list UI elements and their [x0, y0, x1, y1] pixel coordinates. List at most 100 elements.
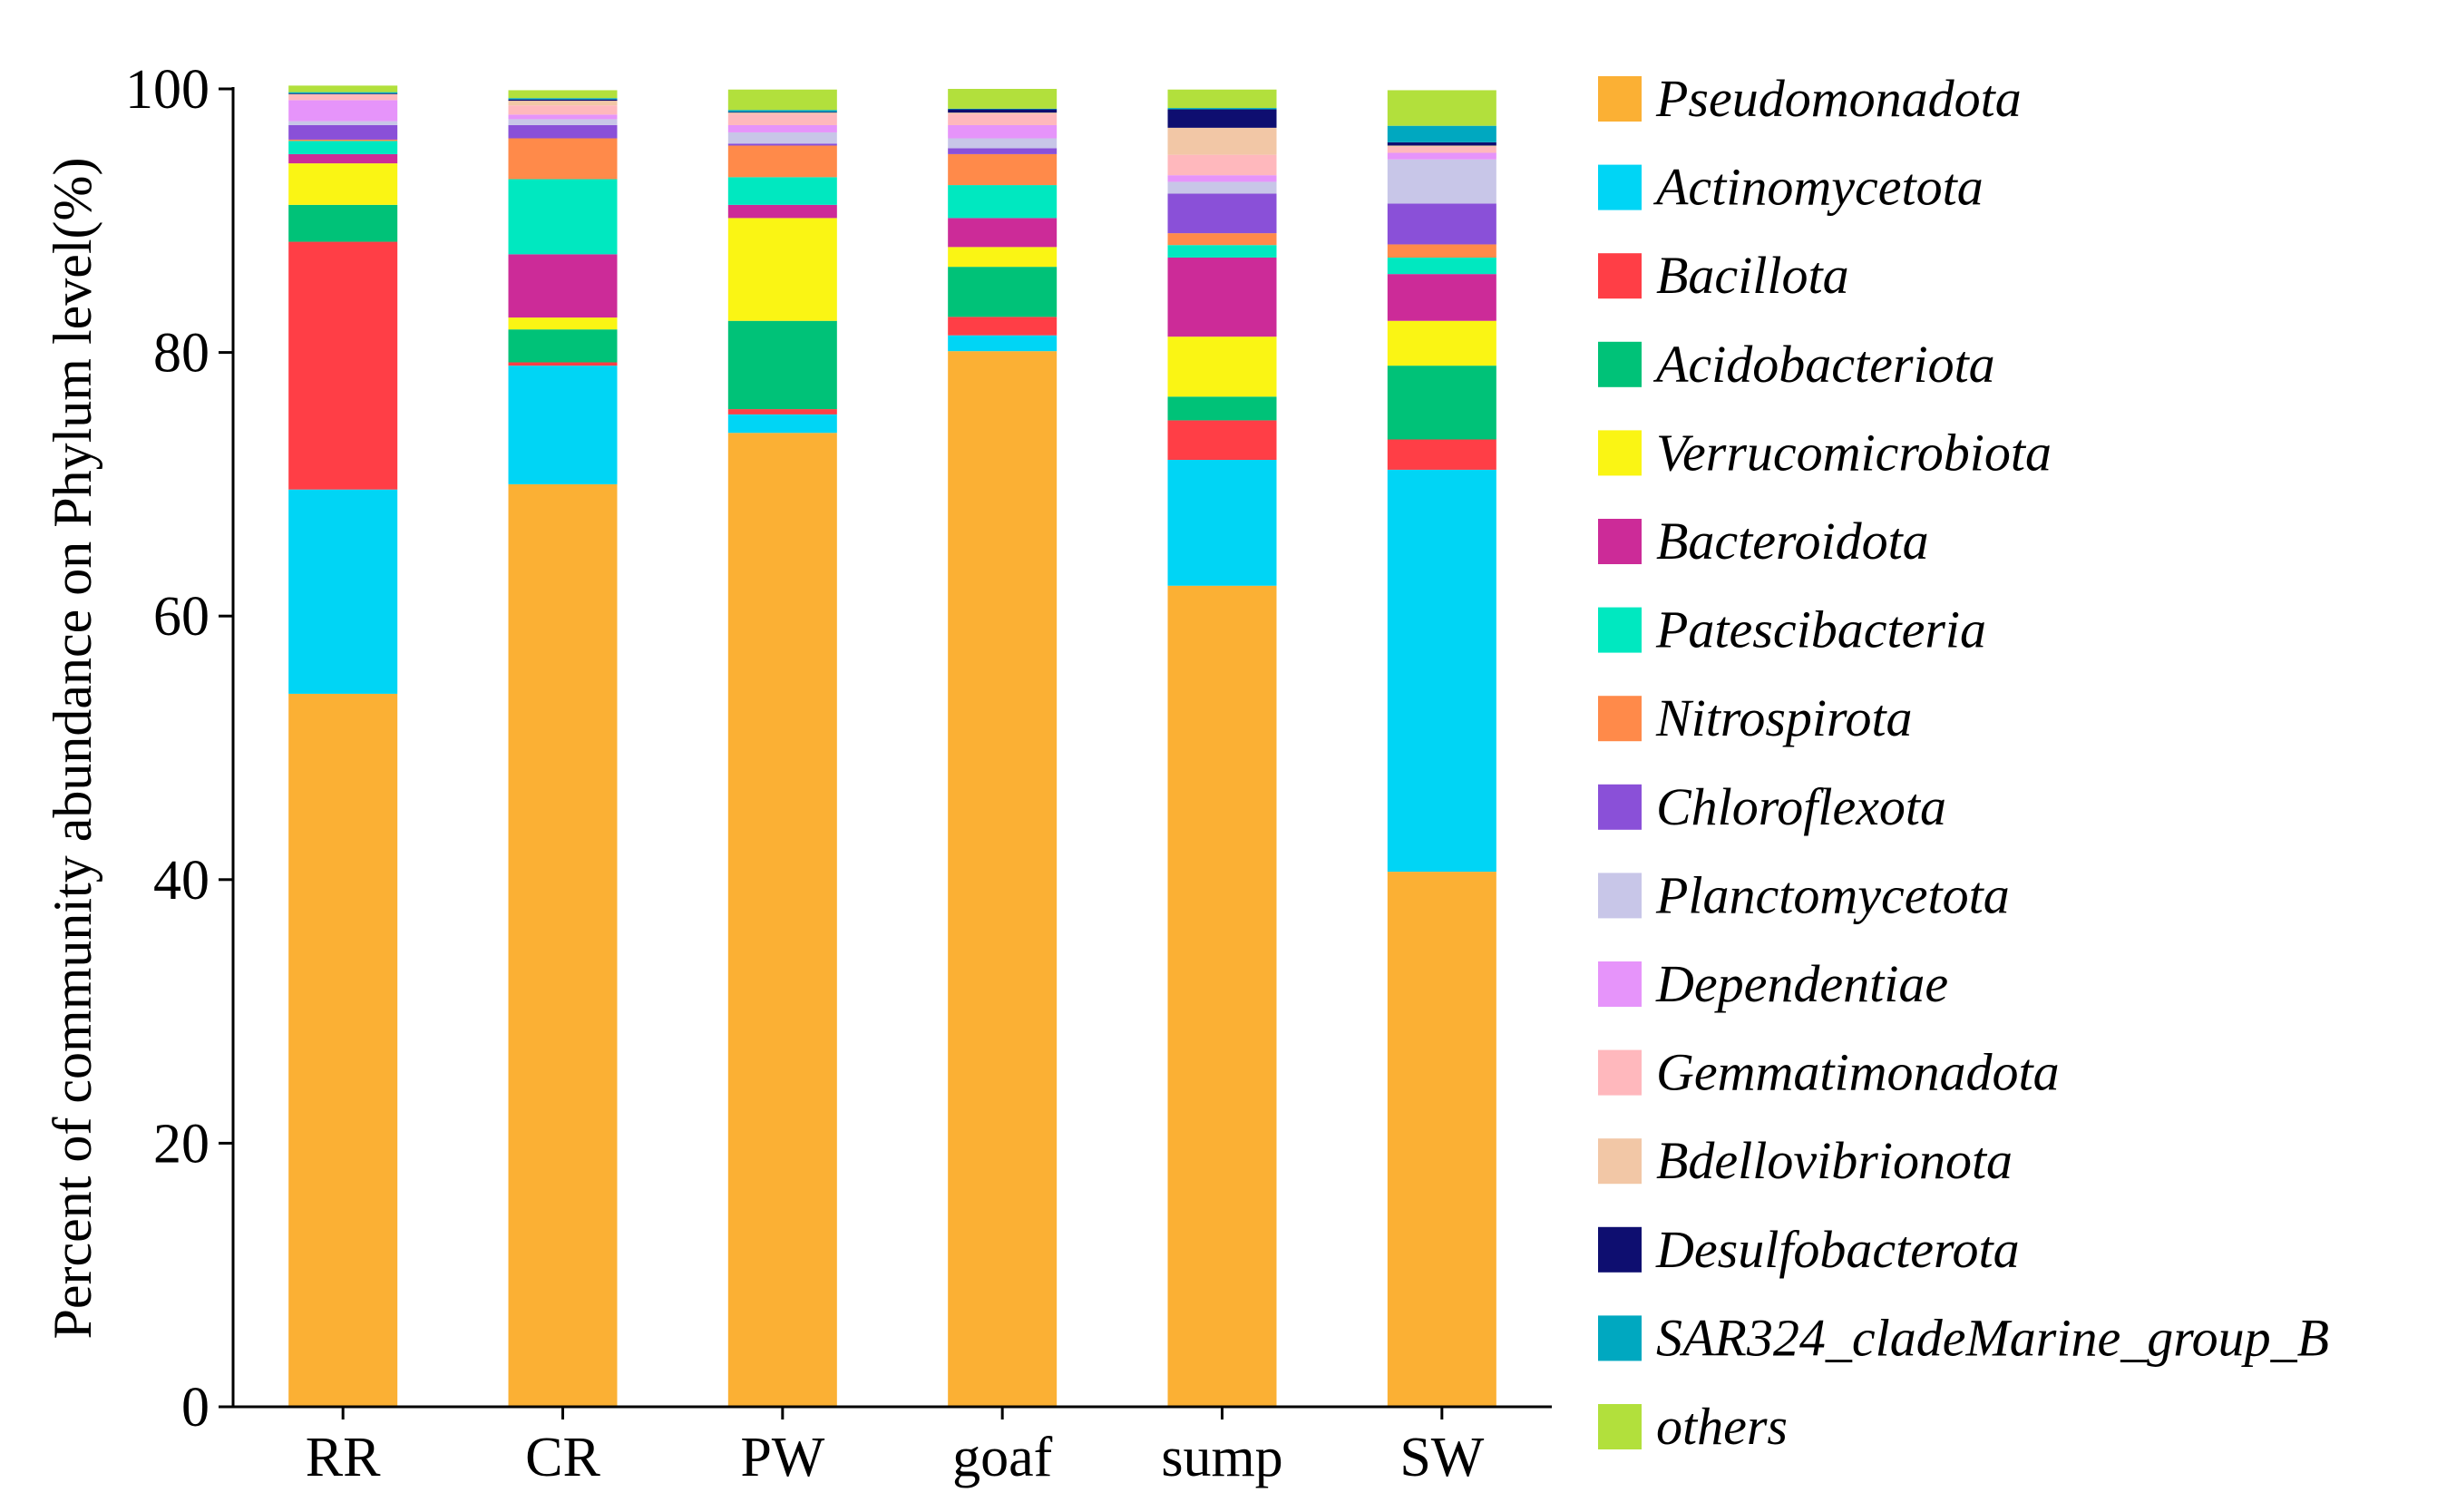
- bar-segment-RR-Pseudomonadota: [288, 693, 398, 1407]
- bar-segment-CR-Planctomycetota: [508, 119, 618, 125]
- bar-segment-sump-Patescibacteria: [1167, 245, 1277, 258]
- legend-swatch: [1598, 784, 1642, 830]
- legend-item-Bacteroidota: Bacteroidota: [1598, 512, 1929, 571]
- bar-CR: [508, 90, 618, 1407]
- legend-swatch: [1598, 1049, 1642, 1096]
- bar-segment-goaf-Nitrospirota: [948, 153, 1058, 186]
- bar-segment-CR-Bdellovibrionota: [508, 101, 618, 106]
- legend-swatch: [1598, 696, 1642, 742]
- bar-segment-SW-Bacillota: [1387, 439, 1496, 470]
- bar-segment-CR-Gemmatimonadota: [508, 105, 618, 115]
- legend-item-SAR324_cladeMarine_group_B: SAR324_cladeMarine_group_B: [1598, 1308, 2329, 1367]
- legend-label: Planctomycetota: [1655, 865, 2010, 924]
- bar-segment-SW-Chloroflexota: [1387, 203, 1496, 245]
- bar-segment-goaf-Desulfobacterota: [948, 109, 1058, 113]
- bar-segment-SW-Bacteroidota: [1387, 274, 1496, 321]
- y-tick-label: 80: [153, 323, 210, 385]
- bar-segment-goaf-Planctomycetota: [948, 138, 1058, 149]
- bar-segment-SW-Patescibacteria: [1387, 257, 1496, 275]
- legend-label: Bacillota: [1656, 246, 1849, 305]
- bar-segment-goaf-SAR324_cladeMarine_group_B: [948, 108, 1058, 110]
- bar-segment-SW-Actinomycetota: [1387, 469, 1496, 873]
- bar-segment-sump-Chloroflexota: [1167, 193, 1277, 234]
- bar-segment-RR-Dependentiae: [288, 100, 398, 122]
- bar-segment-sump-Actinomycetota: [1167, 460, 1277, 586]
- legend-item-Nitrospirota: Nitrospirota: [1598, 688, 1913, 747]
- bar-segment-sump-Dependentiae: [1167, 175, 1277, 182]
- bar-segment-goaf-Gemmatimonadota: [948, 113, 1058, 125]
- bar-segment-CR-Dependentiae: [508, 114, 618, 120]
- bar-segment-PW-Verrucomicrobiota: [727, 218, 837, 321]
- bar-segment-goaf-Bacillota: [948, 317, 1058, 336]
- bar-segment-CR-Patescibacteria: [508, 179, 618, 255]
- bar-segment-SW-SAR324_cladeMarine_group_B: [1387, 125, 1496, 142]
- legend-item-Desulfobacterota: Desulfobacterota: [1598, 1220, 2020, 1279]
- bar-segment-CR-Bacillota: [508, 362, 618, 366]
- legend-item-Patescibacteria: Patescibacteria: [1598, 600, 1986, 659]
- legend-item-Pseudomonadota: Pseudomonadota: [1598, 69, 2022, 128]
- bar-segment-sump-Pseudomonadota: [1167, 585, 1277, 1407]
- bar-segment-sump-Verrucomicrobiota: [1167, 337, 1277, 397]
- legend-label: Chloroflexota: [1656, 777, 1946, 836]
- legend-swatch: [1598, 164, 1642, 210]
- bar-segment-SW-others: [1387, 90, 1496, 126]
- bar-segment-SW-Planctomycetota: [1387, 159, 1496, 204]
- bar-segment-RR-Actinomycetota: [288, 489, 398, 694]
- legend-item-Chloroflexota: Chloroflexota: [1598, 777, 1946, 836]
- bar-segment-goaf-Acidobacteriota: [948, 267, 1058, 317]
- bar-segment-SW-Dependentiae: [1387, 152, 1496, 160]
- bar-segment-CR-Chloroflexota: [508, 124, 618, 139]
- bar-segment-sump-SAR324_cladeMarine_group_B: [1167, 108, 1277, 110]
- bar-segment-SW-Pseudomonadota: [1387, 872, 1496, 1407]
- bar-segment-sump-others: [1167, 89, 1277, 109]
- bar-segment-RR-Bacillota: [288, 241, 398, 490]
- bar-segment-PW-Bdellovibrionota: [727, 112, 837, 114]
- legend-swatch: [1598, 1404, 1642, 1449]
- bar-segment-PW-Pseudomonadota: [727, 433, 837, 1407]
- bar-PW: [727, 89, 837, 1407]
- legend-swatch: [1598, 873, 1642, 919]
- y-tick-label: 60: [153, 586, 210, 648]
- x-tick-label: goaf: [952, 1427, 1053, 1488]
- bar-segment-PW-Planctomycetota: [727, 132, 837, 144]
- legend-label: Desulfobacterota: [1655, 1220, 2020, 1279]
- bar-segment-sump-Bdellovibrionota: [1167, 127, 1277, 155]
- bar-segment-goaf-Bdellovibrionota: [948, 112, 1058, 114]
- legend-label: Verrucomicrobiota: [1656, 423, 2052, 482]
- bar-segment-CR-SAR324_cladeMarine_group_B: [508, 98, 618, 100]
- bar-segment-PW-Acidobacteriota: [727, 320, 837, 410]
- bar-segment-sump-Planctomycetota: [1167, 181, 1277, 194]
- bar-segment-RR-Desulfobacterota: [288, 93, 398, 94]
- bar-segment-CR-others: [508, 90, 618, 99]
- bar-segment-CR-Acidobacteriota: [508, 329, 618, 363]
- bar-segment-RR-Bdellovibrionota: [288, 93, 398, 95]
- legend-swatch: [1598, 961, 1642, 1007]
- bar-segment-CR-Nitrospirota: [508, 138, 618, 180]
- bar-segment-RR-Nitrospirota: [288, 139, 398, 141]
- bar-segment-goaf-Pseudomonadota: [948, 351, 1058, 1408]
- bar-goaf: [948, 89, 1058, 1408]
- bar-segment-PW-Actinomycetota: [727, 414, 837, 434]
- legend-item-Planctomycetota: Planctomycetota: [1598, 865, 2010, 924]
- legend-item-Gemmatimonadota: Gemmatimonadota: [1598, 1043, 2060, 1102]
- bar-segment-PW-Bacteroidota: [727, 204, 837, 219]
- bar-segment-PW-Gemmatimonadota: [727, 113, 837, 125]
- legend-item-Actinomycetota: Actinomycetota: [1598, 158, 1984, 217]
- legend-label: Pseudomonadota: [1655, 69, 2022, 128]
- bar-segment-sump-Acidobacteriota: [1167, 396, 1277, 421]
- legend-item-others: others: [1598, 1397, 1788, 1456]
- legend-item-Verrucomicrobiota: Verrucomicrobiota: [1598, 423, 2052, 482]
- bar-segment-PW-others: [727, 89, 837, 111]
- bar-segment-goaf-Bacteroidota: [948, 218, 1058, 248]
- bar-segment-CR-Pseudomonadota: [508, 483, 618, 1407]
- bar-segment-CR-Actinomycetota: [508, 366, 618, 484]
- bar-segment-RR-Verrucomicrobiota: [288, 163, 398, 205]
- x-tick-label: PW: [740, 1427, 824, 1488]
- bar-segment-goaf-others: [948, 89, 1058, 109]
- legend-swatch: [1598, 76, 1642, 122]
- bar-segment-PW-Patescibacteria: [727, 177, 837, 205]
- bar-segment-PW-Chloroflexota: [727, 143, 837, 146]
- bar-segment-SW-Bdellovibrionota: [1387, 145, 1496, 147]
- bar-segment-SW-Nitrospirota: [1387, 244, 1496, 258]
